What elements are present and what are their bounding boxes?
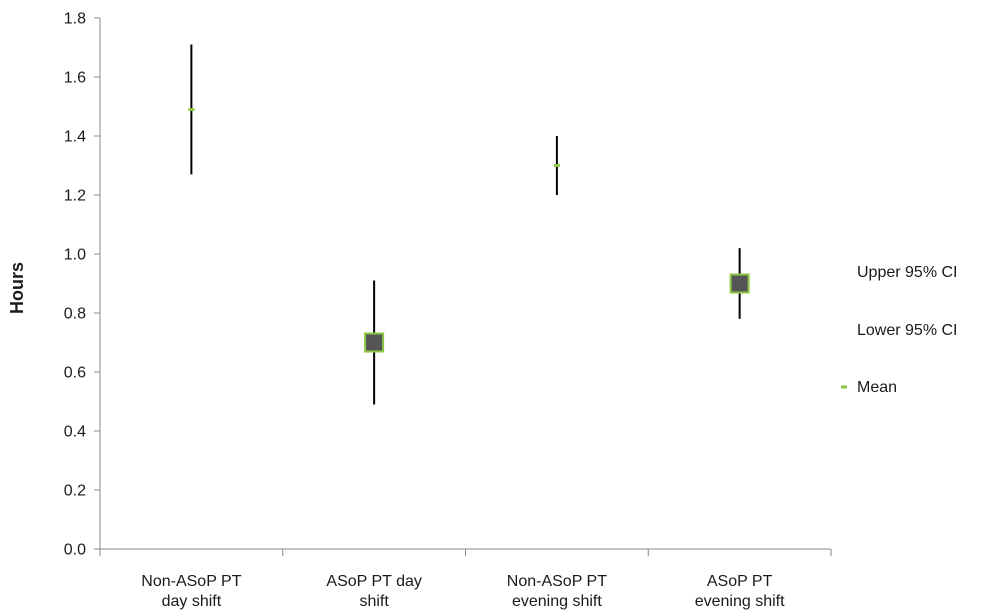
y-tick-label: 1.8 [64,11,86,28]
mean-box-marker [364,332,385,353]
legend: Upper 95% CI Lower 95% CI Mean [841,264,958,396]
y-tick-label: 0.2 [64,483,86,500]
y-tick-label: 0.8 [64,306,86,323]
mean-box-marker [729,273,750,294]
legend-label: Lower 95% CI [857,322,958,339]
legend-label: Mean [857,379,897,396]
chart-marks [188,44,750,405]
x-category-label: Non-ASoP PT [141,573,241,590]
y-tick-label: 0.4 [64,424,86,441]
x-axis: Non-ASoP PT day shift ASoP PT day shift Non-… [99,548,832,610]
y-tick-label: 1.0 [64,247,86,264]
y-tick-label: 1.6 [64,70,86,87]
x-category-label: evening shift [695,593,785,610]
y-tick-label: 0.6 [64,365,86,382]
y-tick-label: 1.4 [64,129,86,146]
y-axis: 0.0 0.2 0.4 0.6 0.8 1.0 1.2 1.4 1.6 1.8 [64,11,101,559]
y-tick-label: 0.0 [64,542,86,559]
x-category-label: ASoP PT day [326,573,421,590]
mean-dash-marker [553,164,560,167]
x-category-label: Non-ASoP PT [507,573,607,590]
x-category-label: shift [359,593,389,610]
y-tick-label: 1.2 [64,188,86,205]
legend-mean-marker [841,385,847,389]
mean-dash-marker [188,107,195,111]
y-axis-title: Hours [7,262,27,314]
x-category-label: evening shift [512,593,602,610]
legend-label: Upper 95% CI [857,264,958,281]
x-category-label: day shift [162,593,222,610]
x-category-label: ASoP PT [707,573,773,590]
